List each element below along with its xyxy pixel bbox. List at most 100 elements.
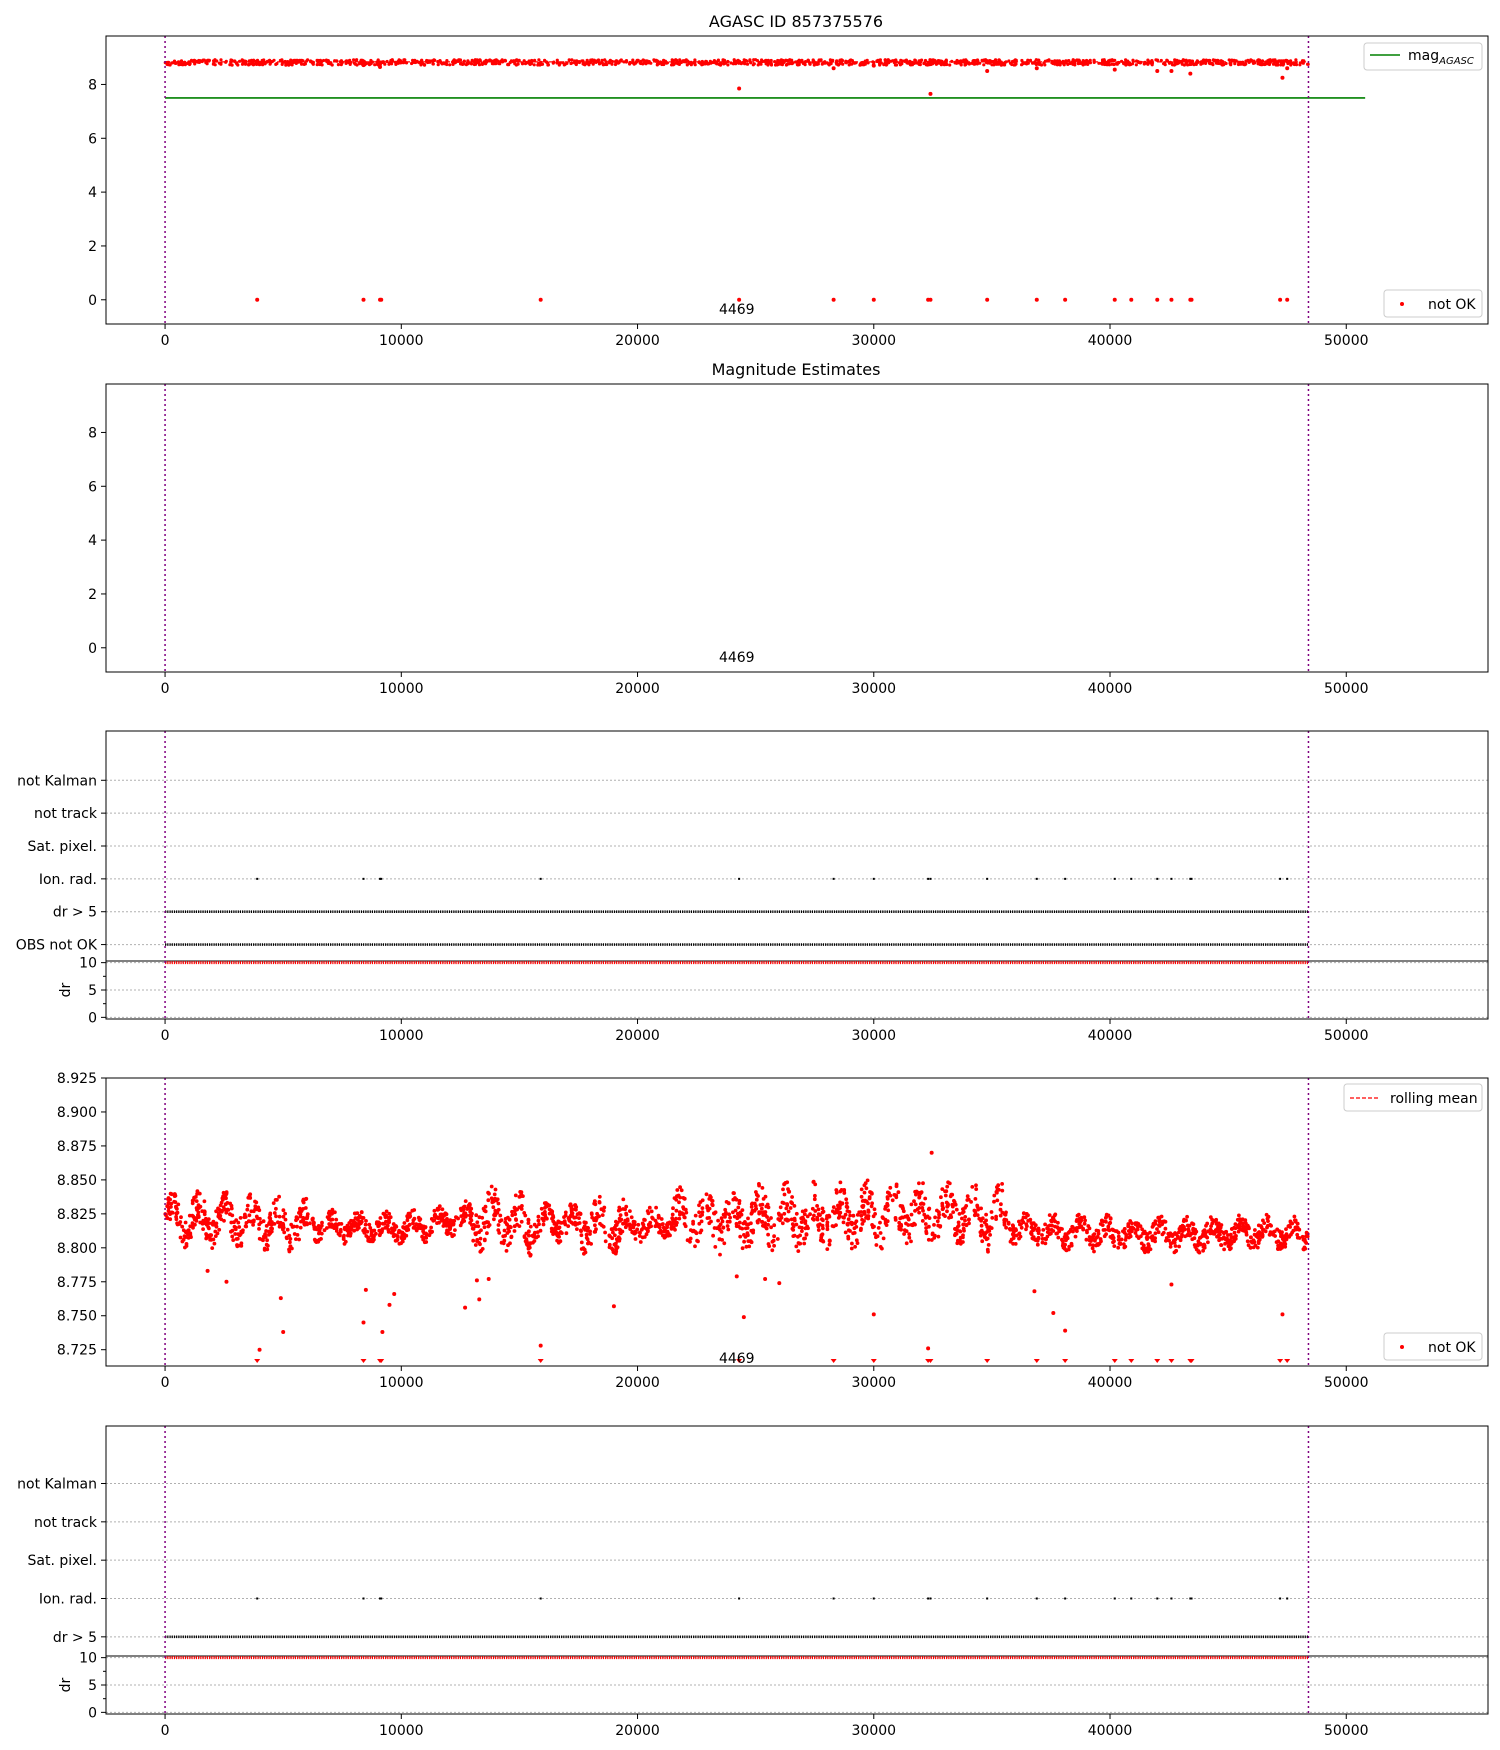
not-ok-point [820,1206,825,1211]
not-ok-point [496,1201,501,1206]
not-ok-point [727,1219,732,1224]
flag-mark [872,1597,875,1600]
not-ok-point [953,60,958,64]
not-ok-point [954,1232,959,1236]
clipped-point-marker [736,1359,743,1363]
not-ok-outlier [363,1287,368,1292]
flag-mark [379,1597,382,1600]
x-tick-label: 10000 [379,1028,424,1044]
not-ok-point [938,1224,943,1228]
not-ok-point [834,1190,839,1195]
not-ok-point [342,1233,346,1238]
not-ok-point [432,1208,437,1213]
not-ok-point [1112,1244,1117,1248]
not-ok-point [754,1197,759,1202]
not-ok-point [274,1214,278,1219]
not-ok-point [1271,1230,1276,1235]
not-ok-point [862,1211,867,1216]
not-ok-point [678,1185,682,1190]
not-ok-point [1267,62,1272,67]
not-ok-point [1130,1229,1134,1234]
not-ok-point [1185,1214,1189,1219]
not-ok-point [391,1222,396,1226]
dr-tick-label: 10 [79,1651,97,1667]
not-ok-point [363,1222,368,1227]
not-ok-point [166,63,171,67]
not-ok-point [913,58,918,63]
not-ok-point [607,1233,612,1238]
not-ok-point [428,1229,432,1234]
not-ok-point [202,1199,207,1204]
not-ok-point [850,1241,854,1246]
not-ok-point [881,1236,886,1241]
not-ok-point [539,1206,544,1211]
not-ok-point [546,61,550,65]
not-ok-point [1304,1241,1309,1245]
not-ok-point [986,1249,990,1254]
not-ok-point [579,1233,584,1238]
not-ok-point [619,58,623,63]
not-ok-point [972,62,977,66]
flag-mark [986,877,989,880]
legend-box [1383,289,1483,318]
not-ok-point [514,1217,518,1221]
not-ok-point [334,1229,339,1233]
not-ok-point [338,60,342,64]
clipped-point-marker [537,1359,544,1363]
not-ok-point [380,1229,384,1234]
not-ok-point [602,1205,607,1210]
not-ok-point [316,1224,321,1228]
flag-mark [256,1597,259,1600]
not-ok-point [943,1193,948,1198]
not-ok-outlier [463,1305,468,1310]
not-ok-point [469,1206,474,1211]
not-ok-point [821,1239,826,1244]
not-ok-point [675,1188,680,1192]
not-ok-point [834,1188,839,1192]
x-tick-label: 0 [161,1028,170,1044]
zero-mag-point [379,297,384,302]
not-ok-outlier [1169,1282,1174,1287]
not-ok-point [982,63,986,67]
not-ok-point [1040,1233,1044,1237]
not-ok-point [751,63,755,67]
not-ok-point [1093,1237,1097,1242]
not-ok-point [1074,1219,1079,1223]
x-tick-label: 50000 [1324,333,1369,349]
not-ok-point [1186,1227,1191,1232]
not-ok-point [535,1230,540,1234]
not-ok-point [219,1217,224,1222]
not-ok-point [1097,61,1101,65]
flag-label: not Kalman [17,773,97,789]
not-ok-outlier [205,1268,210,1273]
not-ok-point [476,1224,481,1229]
not-ok-point [462,1204,467,1209]
clipped-point-marker [870,1359,877,1363]
not-ok-point [999,1202,1003,1207]
not-ok-point [970,1185,975,1189]
not-ok-point [536,1214,541,1219]
not-ok-point [306,58,310,62]
not-ok-point [581,1246,586,1251]
not-ok-point [1028,58,1033,63]
not-ok-point [289,62,293,66]
not-ok-point [1054,1231,1059,1236]
not-ok-point [1011,1233,1016,1238]
not-ok-point [776,1217,781,1221]
not-ok-point [219,58,223,62]
not-ok-outlier [361,1320,366,1325]
x-tick-label: 40000 [1088,1375,1133,1391]
not-ok-point [976,1207,980,1212]
not-ok-point [678,58,682,62]
not-ok-point [1153,1236,1157,1241]
not-ok-point [984,1212,988,1217]
not-ok-point [931,58,935,62]
not-ok-point [627,1222,632,1227]
not-ok-point [933,1215,937,1220]
clipped-point-marker [1128,1359,1135,1363]
not-ok-point [1205,1221,1210,1226]
not-ok-point [850,1220,854,1225]
zero-mag-point [361,297,366,302]
not-ok-point [818,1213,822,1217]
not-ok-point [803,1208,808,1213]
